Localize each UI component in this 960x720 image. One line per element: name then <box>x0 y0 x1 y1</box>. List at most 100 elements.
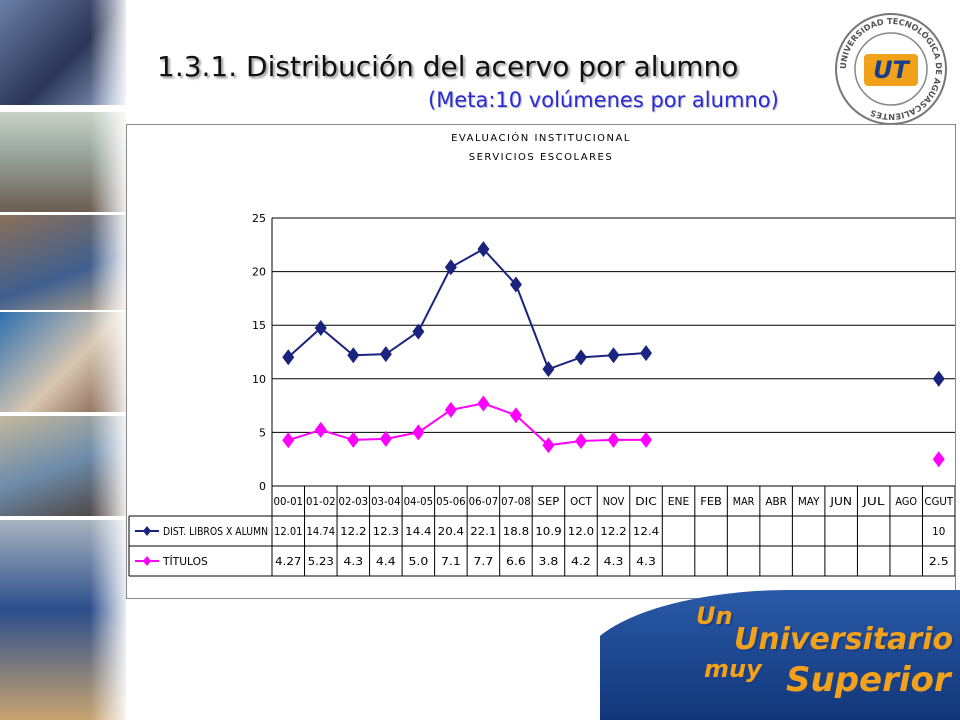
data-label: 12.4 <box>633 525 659 538</box>
photo-strip <box>0 0 130 720</box>
data-point <box>640 431 653 448</box>
data-point <box>412 424 425 441</box>
x-tick-label: MAR <box>733 495 755 508</box>
data-point <box>347 347 360 364</box>
data-label: 18.8 <box>503 525 529 538</box>
data-label: 4.3 <box>636 555 656 568</box>
chart-subtitle: SERVICIOS ESCOLARES <box>468 152 614 163</box>
data-point <box>379 430 392 447</box>
x-tick-label: ENE <box>668 495 690 508</box>
legend-label: TÍTULOS <box>162 555 208 568</box>
data-label: 14.74 <box>307 525 336 538</box>
slogan-line-1: Un <box>696 602 733 630</box>
data-point <box>477 395 490 412</box>
x-tick-label: 01-02 <box>306 495 336 508</box>
data-point <box>574 349 587 366</box>
data-label: 12.2 <box>600 525 626 538</box>
data-label: 4.3 <box>604 555 624 568</box>
x-tick-label: CGUT <box>924 495 953 508</box>
data-label: 14.4 <box>405 525 431 538</box>
slide-title: 1.3.1. Distribución del acervo por alumn… <box>157 50 739 83</box>
x-tick-label: JUN <box>829 495 852 508</box>
slogan-wave <box>600 590 960 720</box>
data-point <box>444 259 457 276</box>
slogan-line-3: muy <box>704 655 762 683</box>
data-point <box>477 241 490 258</box>
data-label: 7.1 <box>441 555 461 568</box>
data-label: 12.2 <box>340 525 366 538</box>
data-point <box>932 370 945 387</box>
data-point <box>607 347 620 364</box>
data-point <box>314 319 327 336</box>
data-point <box>412 323 425 340</box>
series-line <box>287 402 647 447</box>
data-label: 7.7 <box>474 555 494 568</box>
data-point <box>574 432 587 449</box>
data-label: 10.9 <box>535 525 561 538</box>
x-tick-label: OCT <box>570 495 592 508</box>
data-point <box>932 451 945 468</box>
data-label: 6.6 <box>506 555 526 568</box>
data-point <box>542 361 555 378</box>
data-label: 12.01 <box>274 525 303 538</box>
logo-badge <box>864 54 918 86</box>
data-label: 4.4 <box>376 555 396 568</box>
slogan: Un Universitario muy Superior <box>600 580 960 720</box>
data-point <box>347 431 360 448</box>
line-chart: 0 5 10 15 20 25 00-01 01-02 02-03 03-04 04-05 05-06… <box>128 212 955 577</box>
x-tick-label: ABR <box>765 495 787 508</box>
slide-subtitle: (Meta:10 volúmenes por alumno) <box>428 88 779 112</box>
y-tick-label: 5 <box>259 426 266 439</box>
data-label: 12.0 <box>568 525 594 538</box>
data-label: 4.2 <box>571 555 591 568</box>
x-tick-label: DIC <box>635 495 657 508</box>
x-tick-label: 04-05 <box>404 495 434 508</box>
y-tick-label: 10 <box>252 373 266 386</box>
data-label: 5.23 <box>308 555 334 568</box>
x-tick-label: MAY <box>798 495 820 508</box>
y-tick-label: 15 <box>252 319 266 332</box>
data-point <box>379 346 392 363</box>
data-label: 4.3 <box>343 555 363 568</box>
x-tick-label: 05-06 <box>436 495 466 508</box>
data-point <box>542 437 555 454</box>
y-tick-label: 25 <box>252 212 266 225</box>
legend-marker <box>143 556 151 566</box>
chart-frame: EVALUACIÓN INSTITUCIONAL SERVICIOS ESCOL… <box>126 124 956 599</box>
data-label: 5.0 <box>408 555 428 568</box>
chart-title: EVALUACIÓN INSTITUCIONAL <box>451 133 631 144</box>
slogan-line-2: Universitario <box>734 622 954 657</box>
x-tick-label: FEB <box>700 495 722 508</box>
x-tick-label: 00-01 <box>274 495 304 508</box>
legend-marker <box>143 526 151 536</box>
series-line <box>287 247 647 371</box>
data-label: 10 <box>932 525 945 538</box>
legend-label: DIST. LIBROS X ALUMN <box>163 525 268 538</box>
x-tick-label: 07-08 <box>501 495 531 508</box>
data-point <box>314 421 327 438</box>
x-tick-label: JUL <box>862 495 886 508</box>
x-tick-label: SEP <box>538 495 560 508</box>
x-tick-label: 03-04 <box>371 495 401 508</box>
data-label: 22.1 <box>470 525 496 538</box>
y-tick-label: 0 <box>259 480 266 493</box>
data-label: 2.5 <box>929 555 949 568</box>
x-tick-label: 02-03 <box>339 495 369 508</box>
data-label: 4.27 <box>275 555 301 568</box>
data-point <box>282 432 295 449</box>
x-tick-label: NOV <box>603 495 625 508</box>
data-point <box>444 401 457 418</box>
data-point <box>640 345 653 362</box>
data-point <box>282 349 295 366</box>
data-label: 3.8 <box>539 555 559 568</box>
slogan-line-4: Superior <box>786 660 951 700</box>
x-tick-label: AGO <box>895 495 917 508</box>
data-label: 12.3 <box>373 525 399 538</box>
data-point <box>509 276 522 293</box>
data-label: 20.4 <box>438 525 464 538</box>
data-point <box>509 407 522 424</box>
y-tick-label: 20 <box>252 266 266 279</box>
photo-strip-fade <box>90 0 130 720</box>
data-point <box>607 431 620 448</box>
x-tick-label: 06-07 <box>469 495 499 508</box>
